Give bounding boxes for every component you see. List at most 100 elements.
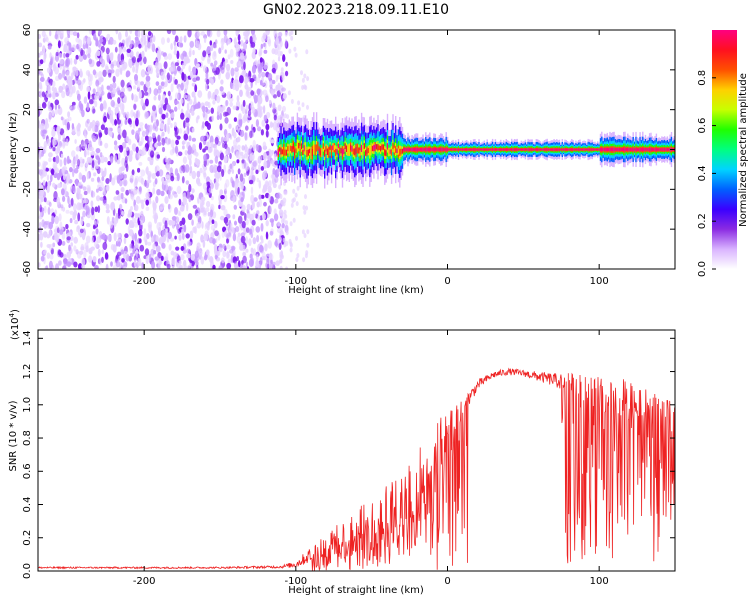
heatmap-cell — [41, 91, 46, 98]
heatmap-cell — [178, 86, 181, 94]
heatmap-cell — [220, 195, 225, 200]
heatmap-cell — [138, 258, 142, 267]
heatmap-cell — [614, 148, 617, 151]
heatmap-cell — [367, 148, 370, 153]
heatmap-cell — [213, 244, 218, 252]
heatmap-cell — [279, 194, 283, 199]
heatmap-cell — [109, 83, 113, 92]
heatmap-cell — [285, 220, 288, 226]
heatmap-cell — [273, 94, 277, 99]
heatmap-cell — [148, 253, 152, 262]
heatmap-cell — [126, 48, 132, 53]
heatmap-cell — [158, 52, 161, 61]
heatmap-cell — [38, 119, 41, 129]
heatmap-cell — [56, 125, 61, 134]
heatmap-cell — [83, 190, 88, 196]
heatmap-cell — [292, 188, 296, 194]
heatmap-cell — [553, 148, 555, 151]
heatmap-cell — [63, 157, 67, 166]
y-tick-label: 0.4 — [22, 497, 33, 513]
heatmap-cell — [339, 149, 341, 154]
heatmap-cell — [170, 139, 175, 149]
heatmap-cell — [238, 118, 243, 126]
heatmap-cell — [83, 78, 86, 83]
heatmap-cell — [40, 255, 45, 262]
heatmap-cell — [211, 257, 214, 265]
heatmap-cell — [129, 59, 133, 69]
heatmap-cell — [421, 148, 423, 151]
heatmap-cell — [166, 72, 170, 81]
heatmap-cell — [371, 145, 374, 152]
heatmap-cell — [99, 38, 104, 43]
heatmap-cell — [56, 145, 61, 154]
heatmap-cell — [206, 78, 210, 85]
heatmap-cell — [238, 113, 242, 120]
heatmap-cell — [471, 148, 473, 151]
heatmap-cell — [459, 148, 461, 151]
heatmap-cell — [90, 200, 94, 208]
heatmap-cell — [246, 203, 251, 210]
heatmap-cell — [237, 34, 241, 42]
heatmap-cell — [223, 216, 229, 224]
heatmap-cell — [68, 203, 71, 208]
heatmap-cell — [59, 141, 63, 148]
heatmap-cell — [221, 38, 224, 43]
heatmap-cell — [214, 39, 218, 45]
heatmap-cell — [130, 252, 134, 257]
heatmap-cell — [259, 256, 263, 266]
y-tick-label: 0.2 — [22, 530, 33, 546]
heatmap-cell — [648, 147, 651, 152]
heatmap-cell — [95, 155, 100, 161]
heatmap-cell — [80, 49, 85, 56]
heatmap-cell — [189, 70, 194, 80]
heatmap-cell — [157, 85, 162, 91]
heatmap-cell — [532, 148, 535, 151]
heatmap-cell — [612, 147, 614, 152]
heatmap-cell — [47, 83, 52, 92]
heatmap-cell — [369, 148, 371, 156]
heatmap-cell — [188, 65, 191, 73]
heatmap-cell — [235, 30, 239, 37]
heatmap-cell — [248, 179, 254, 185]
heatmap-cell — [54, 109, 59, 115]
heatmap-cell — [479, 148, 482, 151]
heatmap-cell — [207, 147, 213, 154]
heatmap-cell — [321, 149, 323, 155]
heatmap-cell — [48, 201, 52, 207]
heatmap-cell — [485, 148, 487, 151]
heatmap-cell — [275, 260, 281, 266]
heatmap-cell — [180, 112, 185, 120]
x-tick-label: -100 — [284, 276, 307, 287]
heatmap-cell — [134, 212, 138, 219]
heatmap-cell — [46, 174, 50, 181]
heatmap-cell — [221, 105, 226, 111]
heatmap-cell — [122, 64, 126, 71]
heatmap-cell — [149, 150, 155, 158]
heatmap-cell — [51, 80, 56, 88]
heatmap-cell — [120, 186, 125, 193]
heatmap-cell — [232, 214, 236, 220]
heatmap-cell — [317, 143, 319, 149]
heatmap-cell — [154, 142, 159, 148]
heatmap-cell — [96, 50, 101, 57]
heatmap-cell — [244, 213, 247, 221]
heatmap-cell — [258, 194, 262, 200]
heatmap-cell — [120, 79, 125, 88]
heatmap-cell — [408, 148, 411, 151]
heatmap-cell — [164, 196, 169, 204]
heatmap-cell — [527, 148, 529, 151]
heatmap-cell — [148, 173, 152, 178]
heatmap-cell — [282, 237, 286, 243]
heatmap-cell — [133, 85, 137, 90]
heatmap-cell — [170, 43, 173, 50]
heatmap-cell — [245, 261, 249, 268]
heatmap-cell — [125, 111, 130, 120]
spectrogram-y-label: Frequency (Hz) — [8, 112, 19, 188]
heatmap-cell — [135, 146, 139, 153]
heatmap-cell — [115, 260, 121, 268]
heatmap-cell — [253, 94, 258, 104]
heatmap-cell — [102, 186, 107, 195]
heatmap-cell — [470, 148, 472, 151]
heatmap-cell — [131, 169, 135, 176]
heatmap-cell — [262, 105, 266, 114]
